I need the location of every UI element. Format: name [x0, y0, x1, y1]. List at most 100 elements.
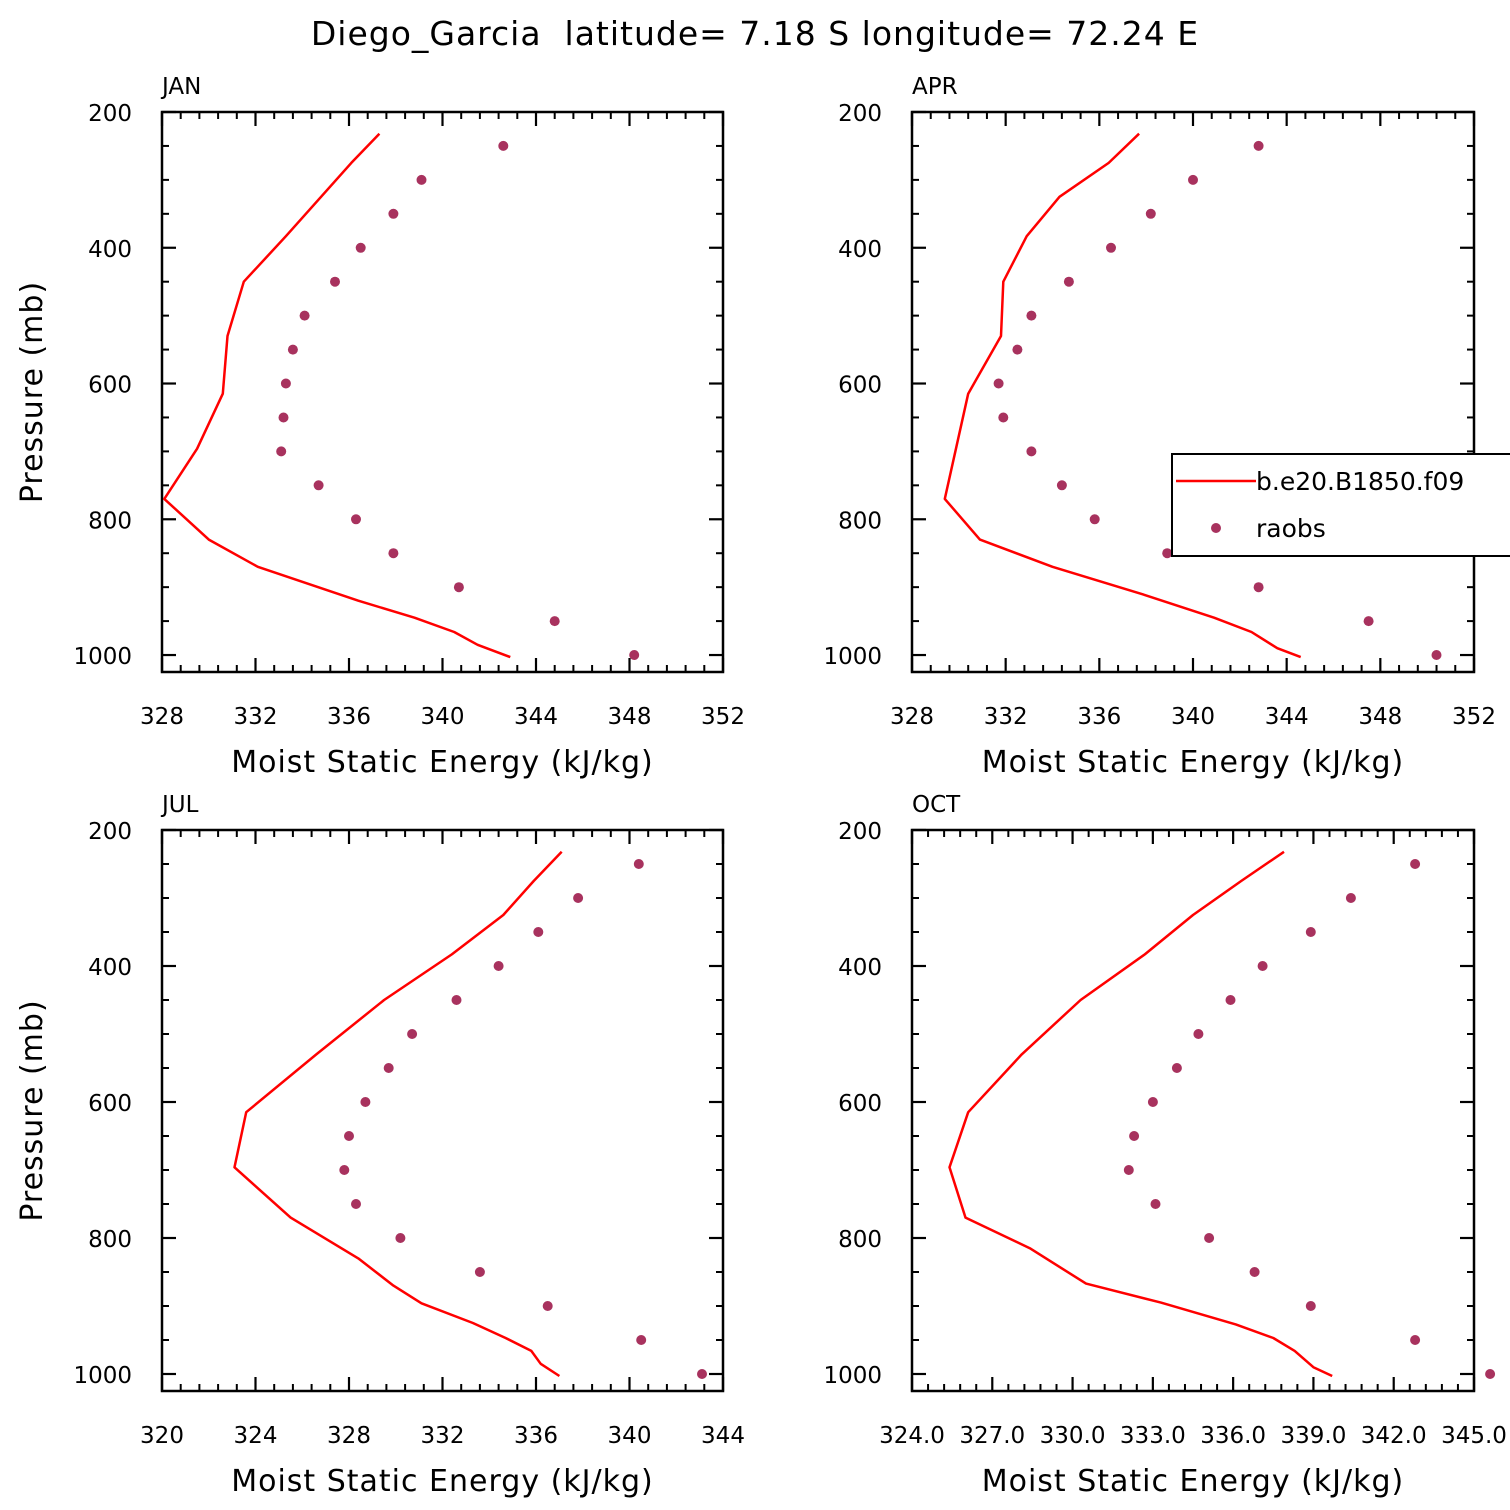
x-tick-label: 348 — [1358, 704, 1402, 730]
model-series-line — [948, 850, 1333, 1378]
raobs-point — [1056, 480, 1067, 491]
x-tick-label: 320 — [140, 1423, 184, 1449]
raobs-point — [573, 893, 584, 903]
raobs-point — [1204, 1233, 1215, 1243]
x-tick-label: 342.0 — [1361, 1423, 1427, 1449]
raobs-point — [1193, 1029, 1204, 1039]
x-tick-label: 339.0 — [1280, 1423, 1346, 1449]
x-tick-label: 328 — [140, 704, 184, 730]
x-axis-title: Moist Static Energy (kJ/kg) — [231, 745, 654, 780]
raobs-point — [1188, 174, 1198, 185]
model-series-line — [943, 132, 1302, 659]
raobs-point — [1145, 208, 1156, 219]
x-tick-label: 336 — [514, 1423, 558, 1449]
raobs-point — [998, 412, 1009, 423]
panel-apr: 328 332 336 340 344 348 352 200 400 600 800 1000 APR… — [823, 74, 1496, 780]
raobs-point — [1253, 582, 1264, 593]
raobs-point — [533, 927, 544, 937]
y-tick-label: 200 — [88, 819, 132, 845]
x-tick-label: 332 — [984, 704, 1028, 730]
x-tick-label: 352 — [701, 704, 745, 730]
raobs-point — [1012, 344, 1023, 355]
raobs-point — [416, 174, 427, 185]
raobs-point — [1345, 893, 1356, 903]
raobs-point — [633, 859, 644, 869]
panel-title: APR — [912, 74, 958, 100]
raobs-point — [1026, 310, 1037, 321]
x-tick-label: 324.0 — [879, 1423, 945, 1449]
raobs-point — [1089, 514, 1100, 525]
y-tick-label: 200 — [838, 819, 882, 845]
raobs-point — [1305, 927, 1316, 937]
raobs-point — [299, 310, 310, 321]
raobs-point — [697, 1369, 707, 1379]
x-tick-label: 336.0 — [1200, 1423, 1266, 1449]
raobs-point — [993, 378, 1004, 389]
x-tick-label: 333.0 — [1120, 1423, 1186, 1449]
raobs-point — [1257, 961, 1268, 971]
y-tick-label: 600 — [88, 373, 132, 399]
x-tick-label: 330.0 — [1040, 1423, 1106, 1449]
raobs-point — [1026, 446, 1037, 457]
x-tick-label: 352 — [1452, 704, 1496, 730]
legend-label-model: b.e20.B1850.f09 — [1256, 467, 1464, 496]
y-tick-label: 1000 — [823, 1363, 882, 1389]
raobs-point — [1485, 1369, 1496, 1379]
x-tick-label: 327.0 — [959, 1423, 1025, 1449]
raobs-point — [280, 378, 291, 389]
legend-marker-swatch — [1211, 523, 1221, 533]
raobs-point — [1431, 650, 1442, 660]
raobs-point — [395, 1233, 406, 1243]
raobs-point — [1150, 1199, 1161, 1209]
panel-title: JAN — [160, 74, 201, 100]
raobs-point — [1363, 616, 1374, 627]
raobs-point — [355, 242, 366, 253]
legend-label-raobs: raobs — [1256, 514, 1326, 543]
y-tick-label: 400 — [838, 237, 882, 263]
raobs-point — [1249, 1267, 1260, 1277]
x-tick-label: 344 — [514, 704, 558, 730]
x-tick-label: 340 — [421, 704, 465, 730]
x-tick-label: 344 — [701, 1423, 745, 1449]
raobs-point — [388, 548, 399, 559]
plot-frame — [160, 828, 725, 1393]
x-axis-title: Moist Static Energy (kJ/kg) — [982, 1464, 1405, 1499]
panel-title: OCT — [912, 792, 961, 818]
plot-frame — [910, 828, 1476, 1393]
raobs-point — [549, 616, 560, 627]
raobs-point — [1171, 1063, 1182, 1073]
panel-oct: 324.0 327.0 330.0 333.0 336.0 339.0 342.0 345.0… — [823, 792, 1506, 1499]
raobs-point — [1063, 276, 1074, 287]
model-series-line — [163, 132, 511, 659]
x-tick-label: 324 — [234, 1423, 278, 1449]
raobs-point — [636, 1335, 647, 1345]
y-tick-label: 800 — [838, 508, 882, 534]
raobs-point — [1225, 995, 1236, 1005]
y-tick-label: 1000 — [73, 1363, 132, 1389]
legend-box — [1171, 453, 1510, 557]
figure-title: Diego_Garcia latitude= 7.18 S longitude=… — [311, 14, 1199, 53]
y-tick-label: 600 — [838, 373, 882, 399]
y-axis-title: Pressure (mb) — [15, 281, 50, 503]
raobs-point — [1106, 242, 1116, 253]
y-tick-label: 1000 — [823, 644, 882, 670]
model-series-line — [233, 850, 563, 1378]
panel-jul: 320 324 328 332 336 340 344 200 400 600 800 1000 JUL… — [15, 792, 745, 1499]
y-tick-label: 200 — [838, 101, 882, 127]
raobs-point — [351, 1199, 361, 1209]
raobs-point — [542, 1301, 553, 1311]
raobs-point — [276, 446, 287, 457]
panel-jan: 328 332 336 340 344 348 352 200 400 600 800 1000 JAN… — [15, 74, 745, 780]
y-tick-label: 400 — [88, 955, 132, 981]
y-tick-label: 600 — [88, 1091, 132, 1117]
raobs-point — [629, 650, 640, 660]
raobs-point — [498, 140, 509, 151]
raobs-point — [344, 1131, 354, 1141]
raobs-point — [451, 995, 462, 1005]
y-tick-label: 800 — [88, 1227, 132, 1253]
raobs-point — [287, 344, 298, 355]
x-tick-label: 345.0 — [1441, 1423, 1507, 1449]
raobs-point — [388, 208, 399, 219]
raobs-point — [1410, 859, 1421, 869]
